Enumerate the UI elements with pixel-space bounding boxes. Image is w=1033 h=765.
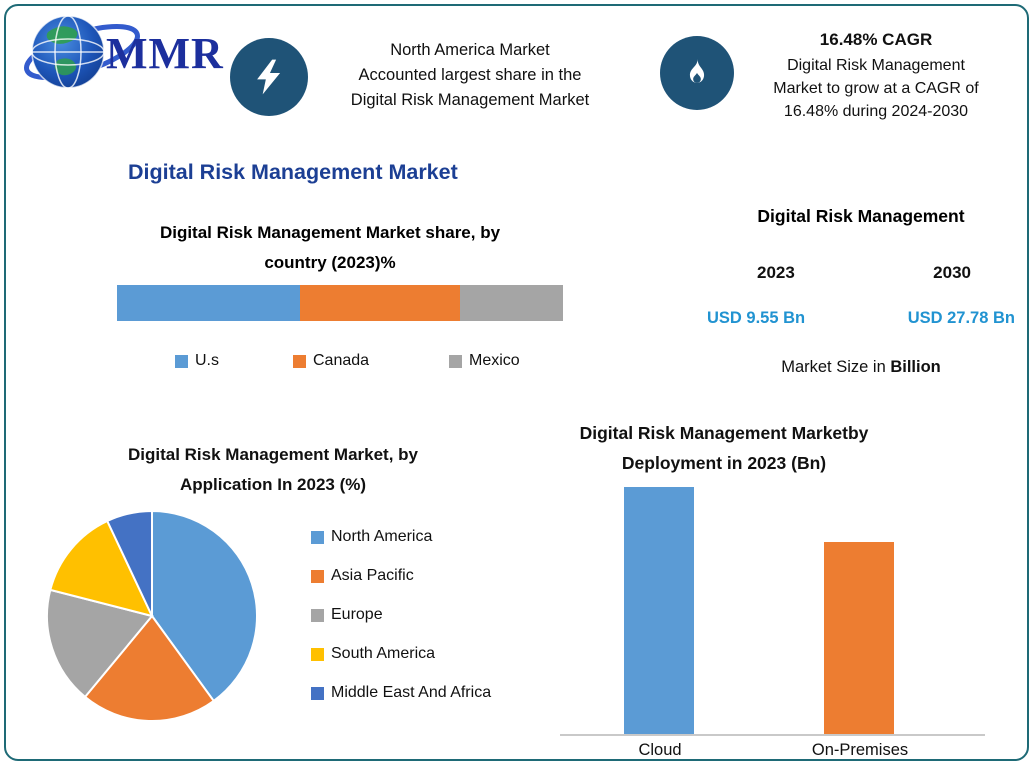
legend-label-canada: Canada xyxy=(313,352,370,369)
value-2023: USD 9.55 Bn xyxy=(707,309,806,327)
pie-slice-middle-east-and-africa xyxy=(105,509,153,617)
pie-slice-south-america xyxy=(49,519,154,618)
stacked-segment-canada xyxy=(299,285,461,321)
bar-on-premises xyxy=(824,541,894,734)
pie-slice-europe xyxy=(46,588,154,699)
legend-swatch-middle-east-africa xyxy=(311,686,324,700)
logo-text: MMR xyxy=(106,29,224,78)
legend-label-us: U.s xyxy=(195,352,219,369)
legend-label-north-america: North America xyxy=(331,528,433,545)
legend-item-us: U.s xyxy=(175,352,219,370)
highlight-left-line2: Accounted largest share in the xyxy=(358,66,582,84)
cagr-title: 16.48% CAGR xyxy=(819,30,933,49)
market-size-title: Digital Risk Management xyxy=(757,206,965,226)
legend-swatch-south-america xyxy=(311,647,324,661)
highlight-right-line1: Digital Risk Management xyxy=(787,57,965,74)
pie-slice-north-america xyxy=(151,509,258,703)
bar-cloud xyxy=(624,486,694,734)
highlight-left-text: North America Market Accounted largest s… xyxy=(315,38,625,113)
globe-icon xyxy=(24,15,140,89)
highlight-left-line3: Digital Risk Management Market xyxy=(350,91,590,109)
pie-chart-title: Digital Risk Management Market, by Appli… xyxy=(127,445,419,494)
bar-label-cloud: Cloud xyxy=(638,741,682,759)
value-2030: USD 27.78 Bn xyxy=(907,309,1015,327)
deployment-chart-title: Digital Risk Management Marketby Deploym… xyxy=(579,423,869,473)
stacked-segment-u-s xyxy=(117,285,300,321)
year-2023: 2023 xyxy=(757,263,795,282)
legend-label-mexico: Mexico xyxy=(469,352,520,369)
country-chart-title: Digital Risk Management Market share, by… xyxy=(159,223,501,272)
page-title: Digital Risk Management Market xyxy=(128,160,458,184)
pie-legend: North America Asia Pacific Europe South … xyxy=(311,526,491,704)
legend-item-south-america: South America xyxy=(311,643,491,665)
legend-item-north-america: North America xyxy=(311,526,491,548)
highlight-right-text: 16.48% CAGR Digital Risk Management Mark… xyxy=(745,30,1007,123)
legend-label-south-america: South America xyxy=(331,645,436,662)
country-share-stacked-bar xyxy=(117,285,563,321)
application-pie-chart xyxy=(46,509,258,722)
legend-item-mexico: Mexico xyxy=(449,352,520,370)
market-size-panel: Digital Risk Management 2023 2030 USD 9.… xyxy=(705,206,1017,377)
market-size-note: Market Size in Billion xyxy=(781,358,941,376)
legend-swatch-north-america xyxy=(311,530,324,544)
legend-swatch-mexico xyxy=(449,354,462,368)
legend-item-canada: Canada xyxy=(293,352,369,370)
legend-item-middle-east-africa: Middle East And Africa xyxy=(311,682,491,704)
legend-label-europe: Europe xyxy=(331,606,383,623)
lightning-icon xyxy=(230,38,308,116)
deployment-bar-chart xyxy=(560,482,985,736)
legend-item-asia-pacific: Asia Pacific xyxy=(311,565,491,587)
legend-swatch-us xyxy=(175,354,188,368)
year-2030: 2030 xyxy=(933,263,971,282)
stacked-segment-mexico xyxy=(460,285,563,321)
legend-label-asia-pacific: Asia Pacific xyxy=(331,567,414,584)
mmr-logo: MMR xyxy=(20,8,235,103)
legend-item-europe: Europe xyxy=(311,604,491,626)
bar-label-on-premises: On-Premises xyxy=(811,741,909,759)
legend-swatch-canada xyxy=(293,354,306,368)
legend-label-middle-east-africa: Middle East And Africa xyxy=(331,684,492,701)
legend-swatch-asia-pacific xyxy=(311,569,324,583)
highlight-right-line2: Market to grow at a CAGR of xyxy=(773,80,979,97)
legend-swatch-europe xyxy=(311,608,324,622)
flame-icon xyxy=(660,36,734,110)
highlight-left-line1: North America Market xyxy=(390,41,550,59)
highlight-right-line3: 16.48% during 2024-2030 xyxy=(783,103,969,120)
pie-slice-asia-pacific xyxy=(83,614,216,722)
country-legend: U.s Canada Mexico xyxy=(117,352,563,372)
